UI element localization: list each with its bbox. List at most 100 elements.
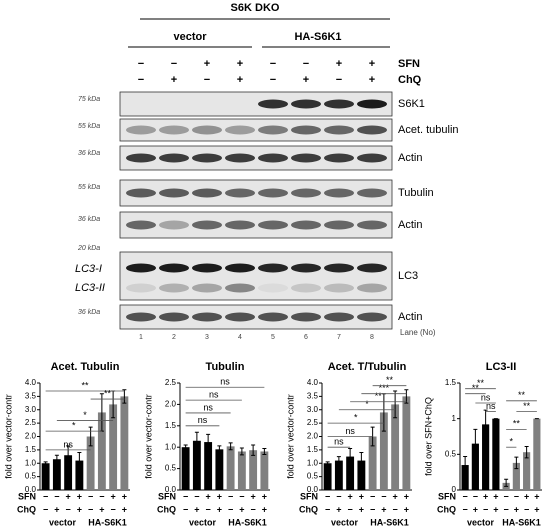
bar [109,404,118,490]
lane-number: 7 [337,334,341,341]
blot-band [159,188,189,198]
blot-band [291,283,321,293]
bar [402,396,411,490]
treatment-sign: − [183,491,188,501]
treatment-sign: + [534,491,539,501]
sig-label: * [365,399,369,409]
blot-band [258,125,288,135]
blot-band [291,188,321,198]
blot-band [357,283,387,293]
treatment-sign: + [524,491,529,501]
treatment-label: SFN [18,491,36,501]
lane-number: 4 [238,334,242,341]
blot-band [258,99,288,109]
error-bar [473,428,478,459]
blot-band [126,312,156,322]
bar [357,460,366,490]
treatment-sign: + [404,504,409,514]
y-axis-label: fold over SFN+ChQ [423,397,433,476]
sig-label: * [509,437,513,447]
treatment-sign: + [171,74,177,86]
treatment-sign: − [381,491,386,501]
blot-band [126,125,156,135]
group-label: HA-S6K1 [502,517,541,527]
bar [492,418,500,490]
treatment-sign: − [392,504,397,514]
blot-band [159,283,189,293]
y-tick-label: 3.0 [25,405,37,414]
group-label: vector [49,517,77,527]
treatment-sign: + [493,504,498,514]
treatment-sign: − [473,491,478,501]
treatment-sign: + [381,504,386,514]
sig-label: * [72,421,76,431]
treatment-sign: − [54,491,59,501]
treatment-sign: + [205,491,210,501]
sig-label: ns [481,392,491,402]
treatment-sign: − [88,504,93,514]
lane-label: Lane (No) [400,328,436,337]
sig-label: ns [220,377,230,387]
blot-band [159,220,189,230]
bar [120,396,129,490]
y-tick-label: 0.0 [25,485,37,494]
lane-number: 1 [139,334,143,341]
blot-band [192,153,222,163]
group-label: HA-S6K1 [88,517,127,527]
band-name: LC3-I [75,263,102,275]
treatment-label: SFN [398,58,420,70]
bar [260,451,269,490]
blot-band [258,283,288,293]
sig-label: ** [81,380,89,390]
blot-band [192,263,222,273]
blot-band [291,220,321,230]
error-bar [524,445,529,459]
treatment-sign: − [43,504,48,514]
bar [482,424,490,490]
treatment-label: ChQ [157,504,176,514]
y-tick-label: 0.5 [165,464,177,473]
y-tick-label: 2.0 [25,432,37,441]
error-bar [66,445,71,466]
y-tick-label: 0.0 [307,485,319,494]
y-tick-label: 2.5 [25,418,37,427]
error-bar [404,389,409,404]
error-bar [217,445,222,454]
treatment-sign: − [370,504,375,514]
error-bar [228,442,233,451]
treatment-sign: − [194,491,199,501]
bar [226,446,235,490]
treatment-sign: − [303,58,309,70]
treatment-sign: + [204,58,210,70]
error-bar [88,426,93,447]
y-tick-label: 0.0 [165,485,177,494]
band-name: LC3-II [75,282,105,294]
lane-number: 6 [304,334,308,341]
y-tick-label: 1.0 [165,442,177,451]
treatment-sign: + [262,491,267,501]
treatment-sign: − [138,74,144,86]
blot-band [258,263,288,273]
blot-band [126,188,156,198]
treatment-sign: − [171,58,177,70]
kda-marker: 55 kDa [78,123,100,130]
treatment-sign: + [194,504,199,514]
treatment-sign: − [336,491,341,501]
bar [41,463,50,490]
y-tick-label: 4.0 [25,378,37,387]
blot-band [324,220,354,230]
treatment-sign: + [77,504,82,514]
y-axis-label: fold over vector-contr [143,394,153,479]
blot-band [357,312,387,322]
band-label: S6K1 [398,98,425,110]
sig-label: ns [209,389,219,399]
y-tick-label: 1.0 [307,458,319,467]
treatment-sign: + [336,504,341,514]
kda-marker: 36 kDa [78,150,100,157]
sig-label: ns [203,402,213,412]
blot-band [324,283,354,293]
blot-band [291,263,321,273]
blot-band [357,263,387,273]
treatment-sign: − [204,74,210,86]
